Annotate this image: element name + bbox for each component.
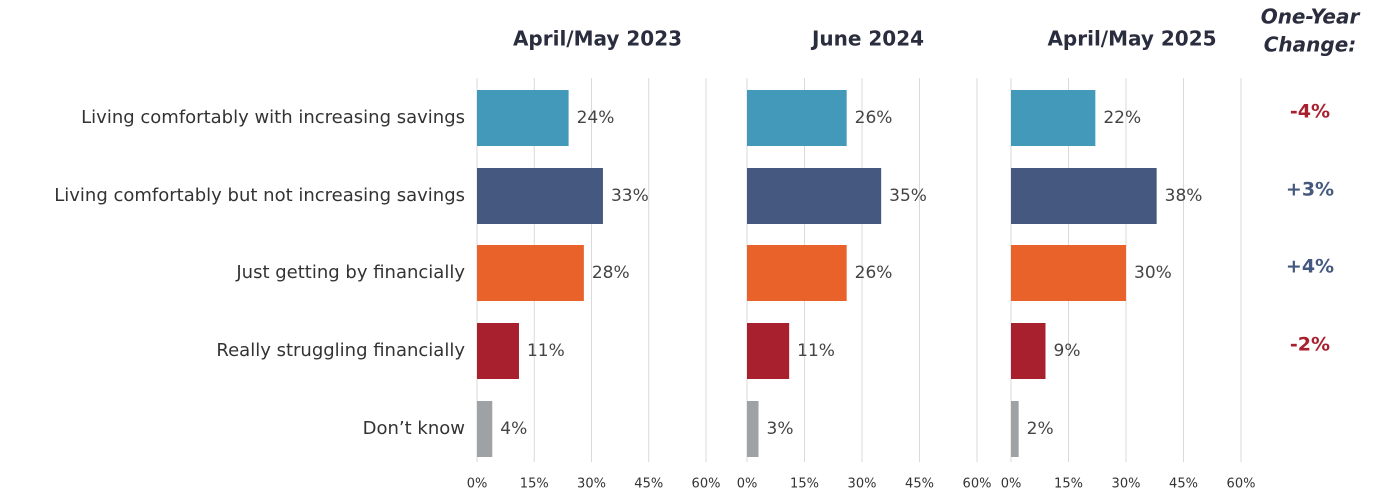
x-tick-label: 30% [848, 477, 877, 491]
x-tick-label: 45% [905, 477, 934, 491]
bar [747, 401, 759, 457]
panel-title: April/May 2023 [513, 27, 682, 51]
value-label: 3% [767, 419, 794, 439]
x-tick-label: 45% [634, 477, 663, 491]
value-label: 11% [797, 341, 835, 361]
bar [747, 168, 882, 224]
x-tick-label: 60% [963, 477, 992, 491]
category-label: Living comfortably with increasing savin… [81, 107, 465, 128]
bar [477, 245, 584, 301]
change-title: Change: [1264, 33, 1357, 57]
bar [1011, 245, 1126, 301]
value-label: 2% [1027, 419, 1054, 439]
change-label: +4% [1286, 256, 1334, 278]
x-tick-label: 15% [790, 477, 819, 491]
bar [477, 90, 569, 146]
bar [477, 323, 519, 379]
x-tick-label: 15% [1054, 477, 1083, 491]
value-label: 33% [611, 186, 649, 206]
bar [1011, 323, 1046, 379]
bar [747, 90, 847, 146]
change-label: -2% [1290, 334, 1330, 356]
value-label: 4% [500, 419, 527, 439]
change-label: -4% [1290, 101, 1330, 123]
value-label: 38% [1165, 186, 1203, 206]
value-label: 24% [577, 108, 615, 128]
value-label: 9% [1054, 341, 1081, 361]
category-label: Don’t know [363, 418, 465, 439]
x-tick-label: 15% [520, 477, 549, 491]
value-label: 30% [1134, 263, 1172, 283]
value-label: 26% [855, 263, 893, 283]
value-label: 35% [889, 186, 927, 206]
bar [747, 245, 847, 301]
x-tick-label: 45% [1169, 477, 1198, 491]
bar [477, 401, 493, 457]
value-label: 26% [855, 108, 893, 128]
category-label: Really struggling financially [216, 340, 465, 361]
category-label: Living comfortably but not increasing sa… [54, 185, 465, 206]
bar [1011, 90, 1096, 146]
value-label: 11% [527, 341, 565, 361]
x-tick-label: 0% [737, 477, 758, 491]
category-label: Just getting by financially [235, 262, 465, 283]
bar [477, 168, 603, 224]
x-tick-label: 60% [1227, 477, 1256, 491]
x-tick-label: 0% [1001, 477, 1022, 491]
bar [1011, 168, 1157, 224]
x-tick-label: 30% [577, 477, 606, 491]
value-label: 28% [592, 263, 630, 283]
value-label: 22% [1103, 108, 1141, 128]
bar [1011, 401, 1019, 457]
change-title: One-Year [1261, 5, 1361, 29]
change-label: +3% [1286, 179, 1334, 201]
bar [747, 323, 790, 379]
x-tick-label: 30% [1112, 477, 1141, 491]
panel-title: June 2024 [810, 27, 924, 51]
x-tick-label: 60% [692, 477, 721, 491]
x-tick-label: 0% [467, 477, 488, 491]
panel-title: April/May 2025 [1047, 27, 1216, 51]
